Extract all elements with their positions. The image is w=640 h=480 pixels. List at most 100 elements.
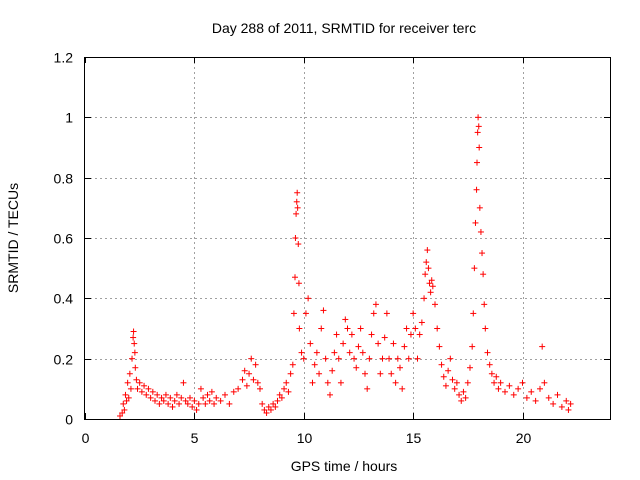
x-tick-label: 20 (516, 430, 532, 446)
data-point (357, 325, 364, 332)
data-point (532, 397, 539, 404)
data-point (162, 391, 169, 398)
data-point (208, 388, 215, 395)
x-tick-label: 5 (191, 430, 199, 446)
data-point (287, 370, 294, 377)
data-point (320, 307, 327, 314)
data-point (473, 186, 480, 193)
data-point (388, 370, 395, 377)
data-point (440, 373, 447, 380)
data-point (456, 391, 463, 398)
data-point (239, 376, 246, 383)
data-point (243, 382, 250, 389)
data-point (246, 370, 253, 377)
data-point (178, 394, 185, 401)
data-point (158, 394, 165, 401)
data-point (475, 123, 482, 130)
data-point (295, 241, 302, 248)
data-point (195, 400, 202, 407)
data-point (484, 349, 491, 356)
data-point (550, 400, 557, 407)
data-point (133, 376, 140, 383)
data-point (418, 319, 425, 326)
data-point (134, 385, 141, 392)
data-point (462, 394, 469, 401)
data-point (131, 340, 138, 347)
data-point (351, 355, 358, 362)
data-point (386, 355, 393, 362)
data-point (355, 343, 362, 350)
data-point (554, 391, 561, 398)
data-point (467, 364, 473, 371)
data-point (563, 397, 570, 404)
data-point (340, 340, 347, 347)
data-point (285, 388, 292, 395)
data-point (390, 340, 397, 347)
data-point (263, 409, 270, 416)
data-point (342, 316, 349, 323)
data-point (362, 370, 368, 377)
data-point (479, 250, 486, 257)
data-point (309, 379, 316, 386)
data-point (193, 406, 200, 413)
data-point (132, 364, 139, 371)
data-point (368, 331, 375, 338)
y-tick-label: 0.8 (54, 171, 74, 187)
data-point (427, 289, 434, 296)
data-point (375, 340, 382, 347)
data-point (488, 370, 495, 377)
data-point (364, 385, 371, 392)
data-point (147, 394, 154, 401)
data-point (122, 391, 129, 398)
data-point (528, 388, 535, 395)
data-point (316, 370, 323, 377)
y-tick-label: 0.4 (54, 291, 74, 307)
data-point (464, 379, 471, 386)
data-point (333, 331, 340, 338)
data-point (292, 274, 298, 281)
data-point (230, 388, 237, 395)
data-point (281, 385, 288, 392)
data-point (278, 394, 285, 401)
data-point (359, 349, 366, 356)
data-point (125, 394, 132, 401)
data-point (476, 204, 483, 211)
data-point (438, 361, 445, 368)
data-point (337, 379, 344, 386)
data-point (458, 397, 465, 404)
data-point (119, 409, 126, 416)
data-point (469, 343, 476, 350)
data-point (165, 400, 172, 407)
data-point (265, 403, 272, 410)
data-point (401, 343, 408, 350)
data-point (424, 247, 431, 254)
data-point (202, 400, 209, 407)
data-point (394, 355, 401, 362)
data-point (241, 367, 248, 374)
x-tick-label: 0 (82, 430, 90, 446)
data-point (486, 361, 493, 368)
data-point (197, 385, 204, 392)
data-point (425, 265, 432, 272)
data-point (372, 301, 379, 308)
data-point (267, 406, 274, 413)
data-point (436, 343, 443, 350)
data-point (250, 376, 257, 383)
data-point (290, 310, 297, 317)
data-point (274, 397, 281, 404)
data-point (403, 325, 410, 332)
data-point (493, 373, 500, 380)
data-point (428, 277, 435, 284)
data-point (289, 361, 296, 368)
y-tick-label: 0 (65, 412, 73, 428)
data-point (126, 370, 133, 377)
data-point (477, 228, 484, 235)
data-point (515, 385, 522, 392)
data-point (471, 265, 478, 272)
data-point (138, 388, 145, 395)
data-point (211, 400, 218, 407)
data-point (399, 385, 406, 392)
data-point (180, 379, 187, 386)
data-point (392, 379, 399, 386)
